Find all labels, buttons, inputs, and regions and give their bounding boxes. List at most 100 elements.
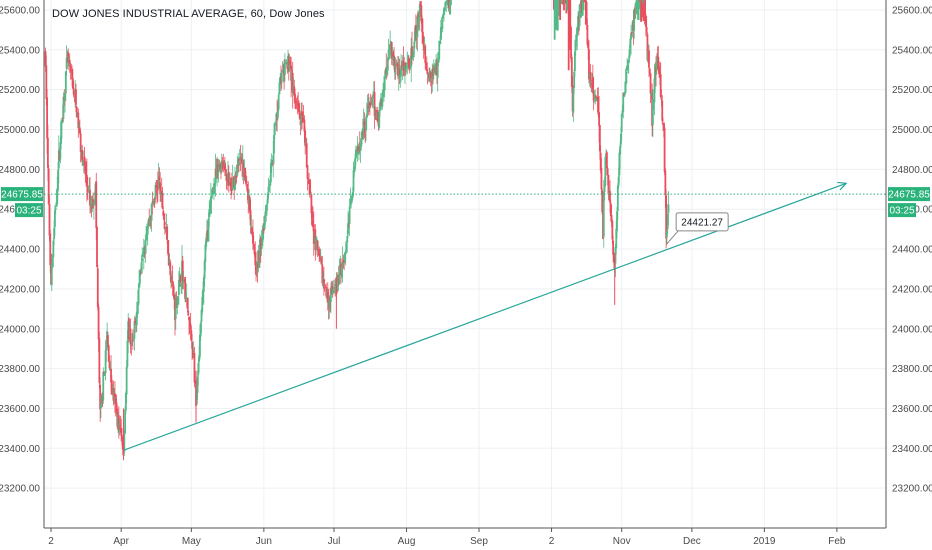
y-tick-label-right: 23800.00 (892, 364, 932, 375)
candle-body (653, 78, 656, 103)
candle-body (426, 72, 429, 75)
candle-body (71, 71, 73, 80)
candle-body (398, 68, 401, 76)
callout-box[interactable] (675, 212, 729, 232)
candle-body (572, 88, 575, 113)
y-tick-label-left: 23800.00 (0, 364, 40, 375)
candle-body (167, 252, 170, 265)
candle-body (117, 415, 120, 432)
candle-body (82, 160, 84, 165)
candle-body (298, 110, 301, 119)
candle-body (578, 4, 581, 26)
candle-body (599, 152, 602, 171)
candle-body (633, 9, 636, 31)
candle-body (189, 324, 192, 330)
candle-body (77, 112, 80, 129)
candle-body (331, 286, 334, 293)
candle-body (112, 388, 115, 401)
candle-body (598, 125, 601, 152)
last-price-label-left: 24675.85 (1, 190, 43, 201)
candle-body (414, 26, 417, 42)
candle-body (624, 81, 627, 93)
candle-body (437, 58, 440, 63)
candle-body (311, 213, 314, 219)
candle-body (48, 204, 51, 236)
candle-body (438, 40, 441, 60)
candle-body (429, 71, 432, 79)
candle-body (411, 46, 413, 58)
candle-body (247, 189, 250, 204)
candle-body (365, 114, 368, 118)
drawings-layer[interactable]: 24421.27 (44, 181, 886, 451)
y-tick-label-left: 23400.00 (0, 444, 40, 455)
candle-body (197, 362, 200, 375)
candle-body (610, 214, 613, 222)
x-tick-label: Dec (683, 536, 701, 547)
candle-body (267, 186, 270, 193)
candle-body (273, 134, 275, 154)
candle-body (97, 306, 100, 340)
candle-body (305, 143, 308, 168)
candle-body (598, 112, 600, 127)
candle-body (87, 188, 90, 190)
candle-body (626, 65, 629, 70)
candle-body (171, 281, 174, 284)
candle-body (195, 392, 198, 405)
candle-body (411, 56, 414, 58)
candle-body (443, 8, 445, 14)
x-tick-label: Jul (328, 536, 341, 547)
candle-body (72, 88, 75, 95)
candle-body (348, 206, 351, 225)
candle-body (614, 247, 617, 264)
candle-body (360, 138, 363, 147)
candle-body (322, 279, 325, 283)
candle-body (89, 189, 91, 206)
candle-body (251, 227, 254, 234)
candle-body (124, 409, 126, 434)
candle-body (131, 341, 133, 346)
candle-body (103, 372, 105, 374)
candle-body (187, 310, 190, 316)
candle-body (144, 240, 147, 252)
candle-body (173, 294, 176, 300)
candle-body (417, 14, 420, 19)
candle-body (657, 56, 660, 71)
candle-body (104, 350, 107, 374)
candle-body (53, 227, 56, 239)
candle-body (315, 239, 317, 250)
candle-body (69, 64, 72, 72)
candle-body (345, 244, 348, 251)
trend-line[interactable] (123, 182, 847, 451)
candle-body (317, 250, 320, 253)
trend-line-arrow-head (837, 181, 848, 191)
y-tick-label-left: 25200.00 (0, 85, 40, 96)
candle-body (363, 121, 366, 126)
candle-body (346, 236, 349, 243)
candle-body (71, 78, 74, 89)
candle-body (575, 36, 578, 42)
candle-body (266, 204, 268, 211)
candle-body (64, 94, 66, 100)
candle-body (666, 231, 668, 238)
candle-body (412, 50, 415, 56)
candle-body (644, 0, 646, 25)
candle-body (358, 149, 360, 155)
candle-body (121, 435, 123, 440)
candle-body (389, 45, 392, 49)
candle-body (61, 119, 63, 124)
candle-body (157, 176, 160, 188)
candle-body (618, 152, 621, 176)
candle-body (260, 246, 263, 249)
candle-body (199, 334, 201, 357)
candle-body (294, 93, 296, 100)
candle-body (47, 168, 50, 204)
y-tick-label-left: 25600.00 (0, 5, 40, 16)
candle-body (637, 0, 640, 10)
candle-body (587, 43, 590, 49)
candle-body (218, 164, 221, 167)
candle-body (365, 117, 367, 131)
candle-body (190, 330, 193, 341)
candle-body (193, 353, 196, 383)
